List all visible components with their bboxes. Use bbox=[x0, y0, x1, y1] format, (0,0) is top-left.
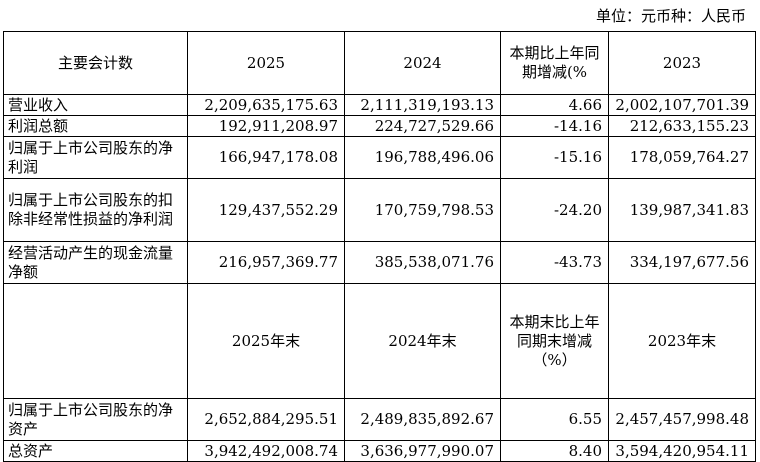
cell-2024: 224,727,529.66 bbox=[344, 115, 501, 137]
cell-2024: 385,538,071.76 bbox=[344, 241, 501, 284]
cell-2025: 2,209,635,175.63 bbox=[187, 94, 345, 116]
row-label: 利润总额 bbox=[3, 115, 188, 137]
table-row: 总资产 3,942,492,008.74 3,636,977,990.07 8.… bbox=[3, 440, 756, 462]
table-row: 营业收入 2,209,635,175.63 2,111,319,193.13 4… bbox=[3, 94, 756, 116]
header-yearend-2025: 2025年末 bbox=[187, 283, 345, 399]
table-row: 利润总额 192,911,208.97 224,727,529.66 -14.1… bbox=[3, 115, 756, 137]
cell-2025: 192,911,208.97 bbox=[187, 115, 345, 137]
header-yearend-change-pct: 本期末比上年同期末增减（%） bbox=[500, 283, 609, 399]
cell-change: 8.40 bbox=[500, 440, 609, 462]
header-row-year-end: 2025年末 2024年末 本期末比上年同期末增减（%） 2023年末 bbox=[3, 283, 756, 399]
row-label: 归属于上市公司股东的净资产 bbox=[3, 398, 188, 441]
cell-2023: 178,059,764.27 bbox=[608, 136, 756, 179]
cell-change: -15.16 bbox=[500, 136, 609, 179]
header-label bbox=[3, 283, 188, 399]
header-yearend-2024: 2024年末 bbox=[344, 283, 501, 399]
cell-2025: 129,437,552.29 bbox=[187, 178, 345, 242]
row-label: 总资产 bbox=[3, 440, 188, 462]
row-label: 归属于上市公司股东的净利润 bbox=[3, 136, 188, 179]
header-year-2024: 2024 bbox=[344, 31, 501, 95]
cell-2025: 216,957,369.77 bbox=[187, 241, 345, 284]
key-accounting-data-table: 主要会计数 2025 2024 本期比上年同期增减(% 2023 营业收入 2,… bbox=[3, 31, 756, 462]
header-change-pct: 本期比上年同期增减(% bbox=[500, 31, 609, 95]
cell-2024: 196,788,496.06 bbox=[344, 136, 501, 179]
row-label: 营业收入 bbox=[3, 94, 188, 116]
table-row: 归属于上市公司股东的净资产 2,652,884,295.51 2,489,835… bbox=[3, 398, 756, 441]
header-row-annual: 主要会计数 2025 2024 本期比上年同期增减(% 2023 bbox=[3, 31, 756, 95]
table-row: 归属于上市公司股东的净利润 166,947,178.08 196,788,496… bbox=[3, 136, 756, 179]
cell-2023: 139,987,341.83 bbox=[608, 178, 756, 242]
cell-2025: 166,947,178.08 bbox=[187, 136, 345, 179]
header-year-2025: 2025 bbox=[187, 31, 345, 95]
row-label: 经营活动产生的现金流量净额 bbox=[3, 241, 188, 284]
cell-2023: 212,633,155.23 bbox=[608, 115, 756, 137]
cell-2023: 3,594,420,954.11 bbox=[608, 440, 756, 462]
cell-2023: 2,457,457,998.48 bbox=[608, 398, 756, 441]
table-row: 经营活动产生的现金流量净额 216,957,369.77 385,538,071… bbox=[3, 241, 756, 284]
cell-change: -24.20 bbox=[500, 178, 609, 242]
cell-2024: 3,636,977,990.07 bbox=[344, 440, 501, 462]
cell-2023: 2,002,107,701.39 bbox=[608, 94, 756, 116]
cell-change: 4.66 bbox=[500, 94, 609, 116]
cell-change: -43.73 bbox=[500, 241, 609, 284]
cell-change: -14.16 bbox=[500, 115, 609, 137]
cell-2024: 2,489,835,892.67 bbox=[344, 398, 501, 441]
cell-2024: 2,111,319,193.13 bbox=[344, 94, 501, 116]
header-yearend-2023: 2023年末 bbox=[608, 283, 756, 399]
table-row: 归属于上市公司股东的扣除非经常性损益的净利润 129,437,552.29 17… bbox=[3, 178, 756, 242]
cell-2025: 3,942,492,008.74 bbox=[187, 440, 345, 462]
cell-2023: 334,197,677.56 bbox=[608, 241, 756, 284]
unit-note: 单位：元币种：人民币 bbox=[595, 7, 746, 25]
header-year-2023: 2023 bbox=[608, 31, 756, 95]
cell-2024: 170,759,798.53 bbox=[344, 178, 501, 242]
header-label: 主要会计数 bbox=[3, 31, 188, 95]
cell-change: 6.55 bbox=[500, 398, 609, 441]
row-label: 归属于上市公司股东的扣除非经常性损益的净利润 bbox=[3, 178, 188, 242]
cell-2025: 2,652,884,295.51 bbox=[187, 398, 345, 441]
